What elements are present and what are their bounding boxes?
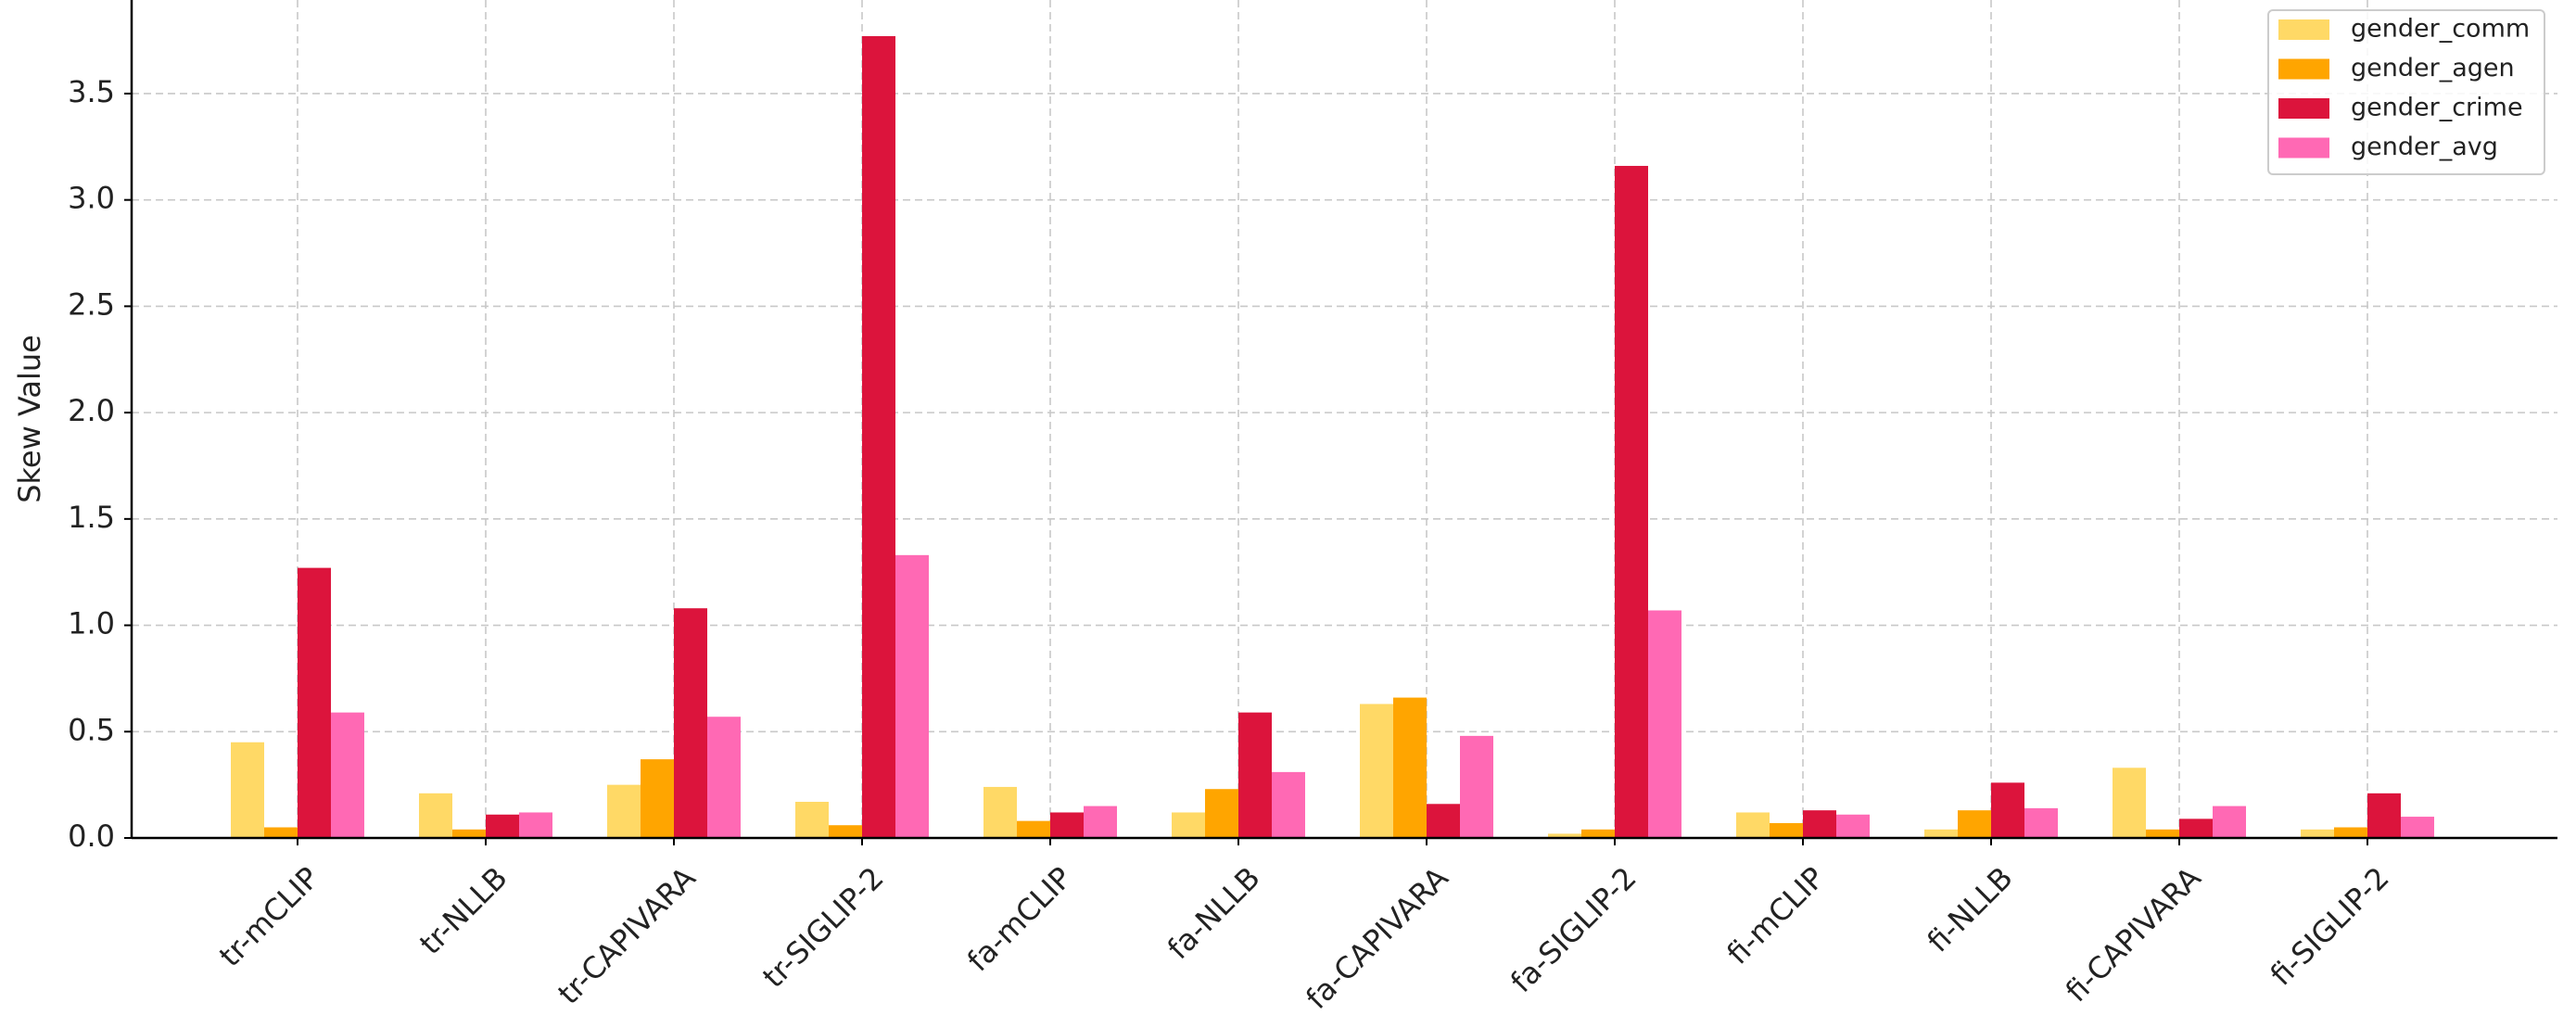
bar: [2401, 817, 2434, 838]
y-tick-label: 3.5: [68, 74, 115, 109]
legend-swatch: [2278, 19, 2329, 40]
legend-swatch: [2278, 58, 2329, 80]
legend-label: gender_agen: [2351, 54, 2515, 82]
y-tick-label: 2.5: [68, 286, 115, 322]
bar: [607, 784, 641, 838]
bar: [983, 786, 1017, 838]
x-tick-label: tr-NLLB: [412, 860, 514, 961]
bar: [829, 825, 862, 838]
grid: [132, 0, 2557, 839]
bar: [2113, 768, 2146, 838]
bar: [2367, 793, 2401, 838]
bar: [1205, 789, 1238, 838]
bar: [1924, 829, 1958, 838]
bar: [1803, 810, 1836, 838]
bar: [2179, 819, 2213, 838]
bar: [1393, 697, 1427, 838]
x-tick-label: fa-CAPIVARA: [1299, 860, 1454, 1016]
legend-box: [2267, 9, 2545, 175]
legend: gender_comm gender_agen gender_crimegender…: [2267, 9, 2545, 175]
bar: [674, 608, 707, 838]
x-tick-label: tr-SIGLIP-2: [755, 860, 890, 995]
bar: [1460, 735, 1493, 838]
bar: [1615, 165, 1648, 838]
bar: [862, 36, 895, 839]
legend-label: gender_avg: [2351, 133, 2498, 161]
bar: [2146, 829, 2179, 838]
bar: [486, 814, 519, 838]
y-tick-label: 2.0: [68, 393, 115, 428]
x-tick-label: fa-NLLB: [1161, 860, 1267, 967]
x-tick-label: fa-mCLIP: [960, 860, 1079, 979]
bar: [1172, 812, 1205, 838]
bar: [452, 829, 486, 838]
bar: [1238, 712, 1272, 838]
bar: [1272, 771, 1305, 838]
bar: [264, 827, 298, 838]
bar: [895, 554, 929, 838]
y-axis-label: Skew Value: [12, 335, 47, 503]
bar: [1648, 610, 1681, 838]
bar: [1050, 812, 1084, 838]
bar: [2301, 829, 2334, 838]
y-tick-label: 0.0: [68, 819, 115, 854]
bar: [1958, 810, 1991, 838]
bar: [641, 759, 674, 838]
x-tick-label: tr-mCLIP: [212, 860, 326, 974]
y-tick-label: 0.5: [68, 712, 115, 747]
bar: [1581, 829, 1615, 838]
x-tick-label: tr-CAPIVARA: [551, 860, 702, 1011]
y-tick-label: 1.0: [68, 606, 115, 641]
bar: [1991, 782, 2024, 838]
y-tick-label: 1.5: [68, 500, 115, 535]
bar: [1548, 833, 1581, 838]
bar: [2213, 806, 2246, 838]
bar: [1017, 820, 1050, 838]
x-tick-label: fi-CAPIVARA: [2059, 860, 2208, 1009]
bar: [231, 742, 264, 838]
bar: [1736, 812, 1770, 838]
bar: [795, 801, 829, 838]
bar: [331, 712, 364, 838]
bar: [419, 793, 452, 838]
x-tick-label: fi-NLLB: [1921, 860, 2020, 959]
bar: [707, 717, 741, 838]
legend-swatch: [2278, 98, 2329, 119]
bar: [298, 567, 331, 838]
bar: [1360, 704, 1393, 838]
legend-swatch: [2278, 137, 2329, 159]
bar: [1427, 804, 1460, 838]
bar: [2024, 807, 2058, 838]
x-tick-label: fi-mCLIP: [1720, 860, 1832, 971]
bar: [519, 812, 552, 838]
legend-label: gender_comm: [2351, 15, 2530, 44]
bar: [2334, 827, 2367, 838]
bar: [1084, 806, 1117, 838]
bar: [1770, 822, 1803, 838]
y-tick-label: 3.0: [68, 181, 115, 216]
bar: [1836, 814, 1870, 838]
x-tick-label: fi-SIGLIP-2: [2264, 860, 2396, 993]
x-tick-label: fa-SIGLIP-2: [1504, 860, 1643, 999]
legend-label: gender_crime: [2351, 94, 2523, 122]
